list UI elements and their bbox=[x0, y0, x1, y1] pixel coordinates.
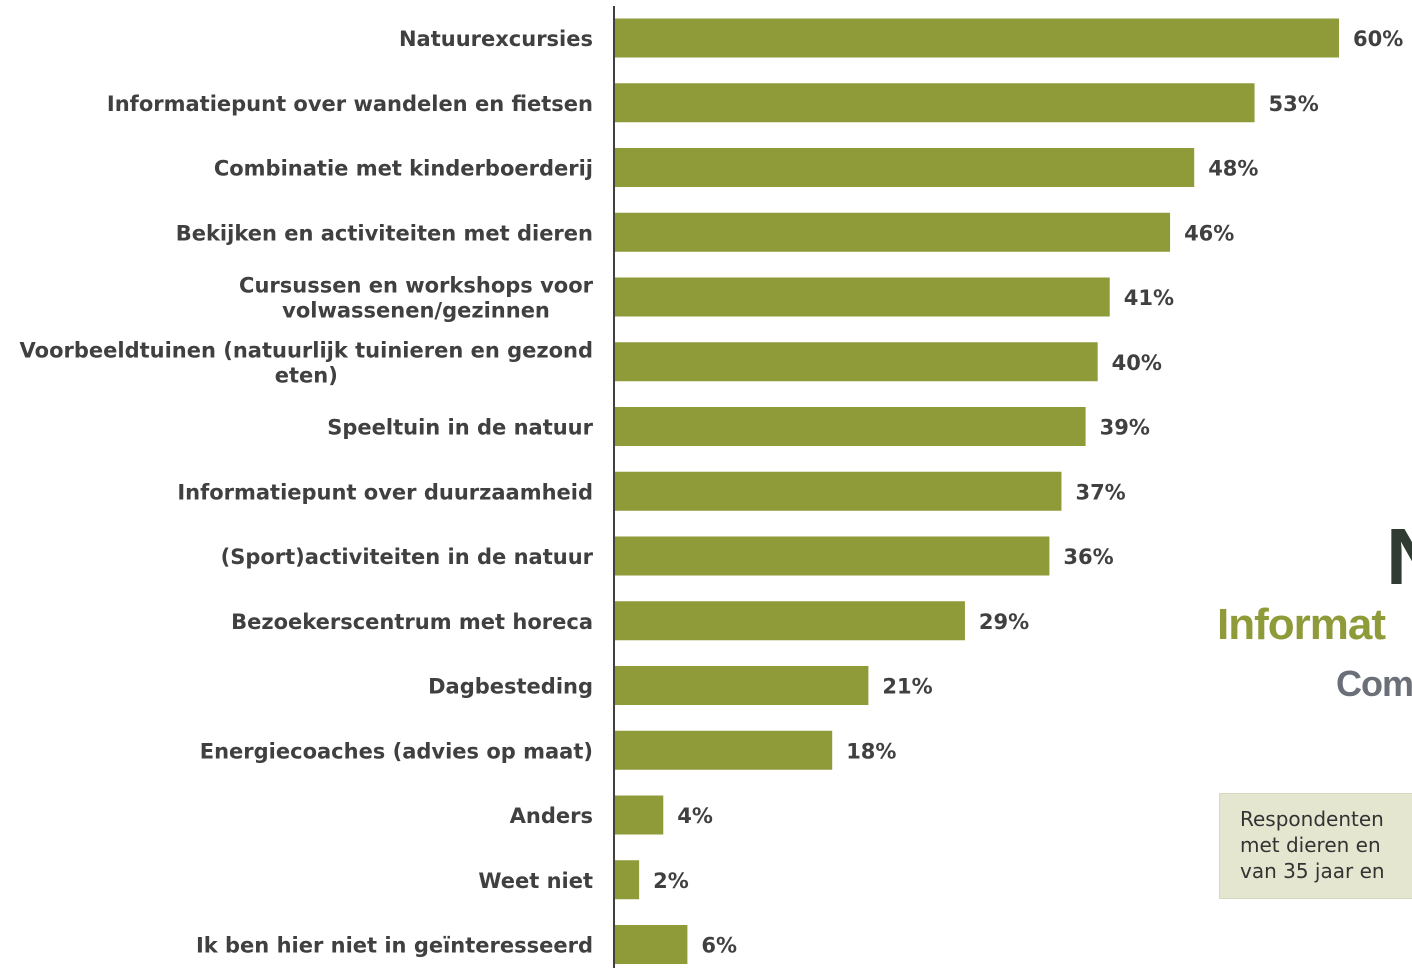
note-line-3: van 35 jaar en bbox=[1240, 859, 1385, 883]
category-label-8: Informatiepunt over duurzaamheid bbox=[177, 480, 593, 504]
bar-2 bbox=[615, 83, 1255, 123]
bar-11 bbox=[615, 666, 869, 705]
category-label-7: Speeltuin in de natuur bbox=[327, 416, 593, 440]
category-label-7-line-1: Speeltuin in de natuur bbox=[327, 416, 593, 440]
bar-6 bbox=[615, 342, 1098, 382]
bar-9 bbox=[615, 536, 1050, 576]
side-panel-green-title: Informat bbox=[1217, 600, 1386, 649]
category-label-2: Informatiepunt over wandelen en fietsen bbox=[107, 92, 593, 116]
value-label-10: 29% bbox=[979, 610, 1029, 634]
category-label-8-line-1: Informatiepunt over duurzaamheid bbox=[177, 480, 593, 504]
bar-5 bbox=[615, 277, 1110, 317]
side-panel-gray-title: Com bbox=[1336, 663, 1412, 704]
value-label-14: 2% bbox=[653, 869, 689, 893]
bar-3 bbox=[615, 148, 1195, 187]
note-line-2: met dieren en bbox=[1240, 833, 1381, 857]
category-label-10: Bezoekerscentrum met horeca bbox=[231, 610, 593, 634]
bars-group bbox=[615, 18, 1339, 964]
category-label-5: Cursussen en workshops voor volwassenen/g… bbox=[239, 274, 594, 323]
category-label-2-line-1: Informatiepunt over wandelen en fietsen bbox=[107, 92, 593, 116]
category-label-12: Energiecoaches (advies op maat) bbox=[200, 739, 593, 763]
bar-4 bbox=[615, 212, 1171, 252]
note-line-1: Respondenten bbox=[1240, 807, 1384, 831]
bar-15 bbox=[615, 925, 688, 964]
bar-8 bbox=[615, 471, 1062, 511]
category-label-3: Combinatie met kinderboerderij bbox=[214, 157, 593, 181]
value-label-12: 18% bbox=[846, 739, 896, 763]
category-label-9-line-1: (Sport)activiteiten in de natuur bbox=[221, 545, 594, 569]
bar-10 bbox=[615, 601, 965, 641]
side-panel-note: Respondenten met dieren en van 35 jaar e… bbox=[1219, 793, 1412, 899]
value-labels-group: 60% 53% 48% 46% 41% 40% 39% 37% 36% 29% 21% 18% 4% 2%… bbox=[653, 27, 1403, 958]
value-label-2: 53% bbox=[1269, 92, 1319, 116]
category-label-1-line-1: Natuurexcursies bbox=[399, 27, 593, 51]
value-label-1: 60% bbox=[1353, 27, 1403, 51]
category-label-1: Natuurexcursies bbox=[399, 27, 593, 51]
category-label-15-line-1: Ik ben hier niet in geïnteresseerd bbox=[196, 934, 593, 958]
value-label-3: 48% bbox=[1208, 157, 1258, 181]
value-label-5: 41% bbox=[1124, 286, 1174, 310]
category-label-4: Bekijken en activiteiten met dieren bbox=[176, 221, 593, 245]
value-label-7: 39% bbox=[1100, 416, 1150, 440]
category-label-14: Weet niet bbox=[478, 869, 593, 893]
value-label-15: 6% bbox=[701, 934, 737, 958]
bar-13 bbox=[615, 795, 664, 835]
category-label-13: Anders bbox=[510, 804, 593, 828]
category-label-10-line-1: Bezoekerscentrum met horeca bbox=[231, 610, 593, 634]
category-labels-group: Natuurexcursies Informatiepunt over wande… bbox=[20, 27, 594, 958]
value-label-8: 37% bbox=[1075, 480, 1125, 504]
category-label-6: Voorbeeldtuinen (natuurlijk tuinieren en… bbox=[20, 338, 593, 387]
value-label-11: 21% bbox=[882, 675, 932, 699]
category-label-6-line-2: eten) bbox=[275, 363, 338, 387]
value-label-9: 36% bbox=[1063, 545, 1113, 569]
category-label-11: Dagbesteding bbox=[428, 675, 593, 699]
category-label-9: (Sport)activiteiten in de natuur bbox=[221, 545, 594, 569]
bar-12 bbox=[615, 730, 833, 770]
category-label-13-line-1: Anders bbox=[510, 804, 593, 828]
bar-14 bbox=[615, 860, 640, 900]
category-label-6-line-1: Voorbeeldtuinen (natuurlijk tuinieren en… bbox=[20, 338, 593, 362]
category-label-12-line-1: Energiecoaches (advies op maat) bbox=[200, 739, 593, 763]
value-label-4: 46% bbox=[1184, 221, 1234, 245]
category-label-15: Ik ben hier niet in geïnteresseerd bbox=[196, 934, 593, 958]
category-label-14-line-1: Weet niet bbox=[478, 869, 593, 893]
category-label-4-line-1: Bekijken en activiteiten met dieren bbox=[176, 221, 593, 245]
bar-7 bbox=[615, 407, 1086, 446]
side-panel-big-letter: N bbox=[1386, 512, 1412, 602]
category-label-5-line-2: volwassenen/gezinnen bbox=[282, 299, 550, 323]
category-label-11-line-1: Dagbesteding bbox=[428, 675, 593, 699]
bar-1 bbox=[615, 18, 1339, 58]
category-label-5-line-1: Cursussen en workshops voor bbox=[239, 274, 594, 298]
value-label-13: 4% bbox=[677, 804, 713, 828]
value-label-6: 40% bbox=[1112, 351, 1162, 375]
category-label-3-line-1: Combinatie met kinderboerderij bbox=[214, 157, 593, 181]
